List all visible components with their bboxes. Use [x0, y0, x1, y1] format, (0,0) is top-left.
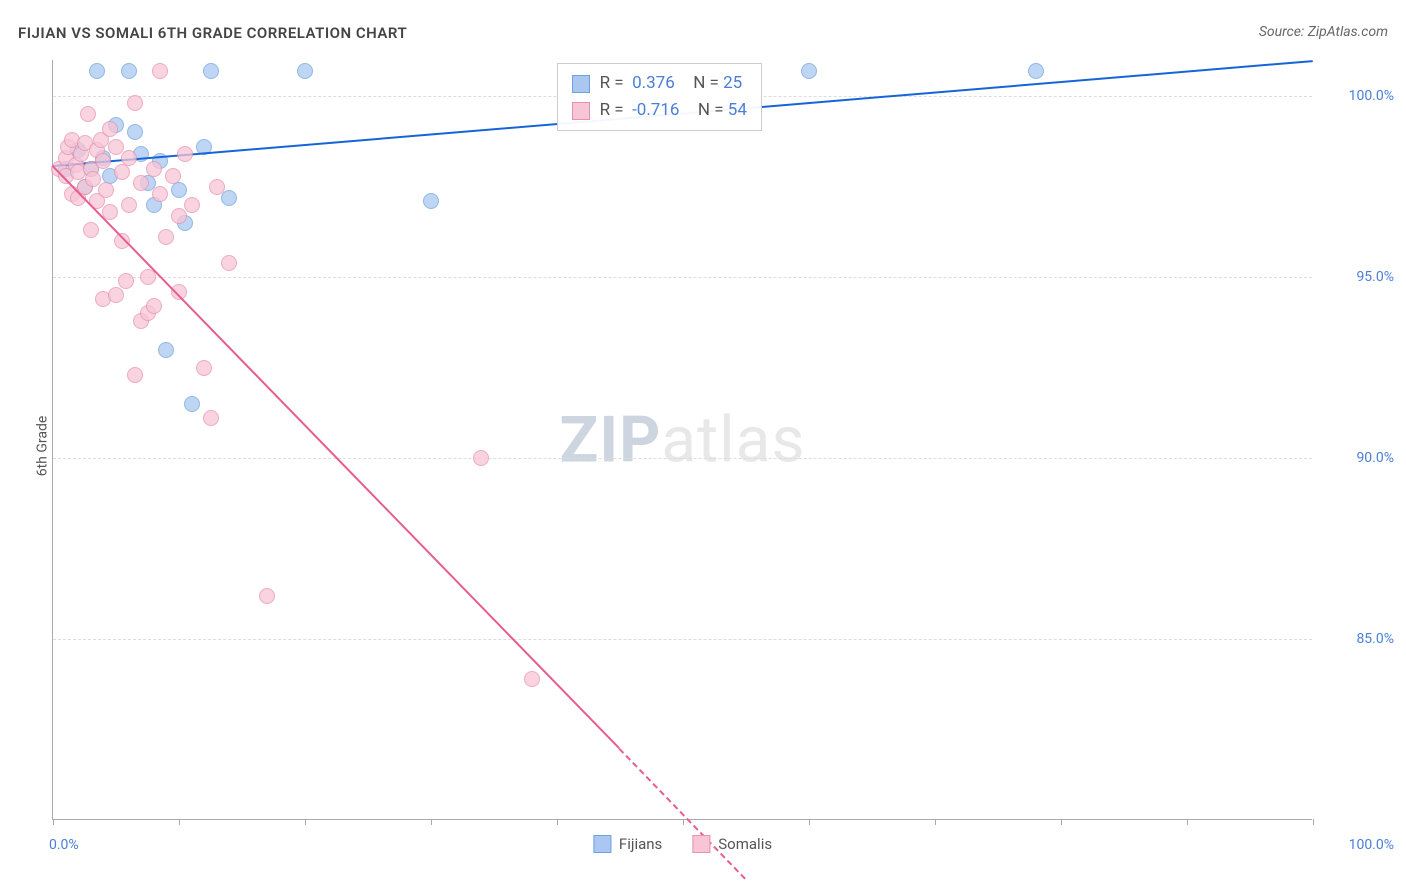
- data-point: [118, 273, 134, 289]
- legend-item: Somalis: [692, 835, 772, 853]
- stats-row: R = -0.716 N = 54: [572, 97, 747, 124]
- data-point: [102, 121, 118, 137]
- data-point: [152, 63, 168, 79]
- data-point: [158, 229, 174, 245]
- source-label: Source: ZipAtlas.com: [1259, 24, 1388, 40]
- data-point: [203, 410, 219, 426]
- gridline: [53, 458, 1312, 459]
- ytick-label: 85.0%: [1356, 631, 1394, 647]
- data-point: [83, 222, 99, 238]
- gridline: [53, 277, 1312, 278]
- ytick-label: 100.0%: [1349, 88, 1394, 104]
- stat-n-label: N = 54: [689, 97, 746, 124]
- data-point: [158, 342, 174, 358]
- legend-label: Somalis: [718, 835, 772, 853]
- gridline: [53, 639, 1312, 640]
- swatch-icon: [572, 102, 590, 120]
- data-point: [114, 164, 130, 180]
- swatch-icon: [692, 835, 710, 853]
- ytick-label: 95.0%: [1356, 269, 1394, 285]
- data-point: [184, 197, 200, 213]
- data-point: [121, 197, 137, 213]
- data-point: [146, 298, 162, 314]
- xtick: [431, 819, 432, 825]
- xlabel-right: 100.0%: [1349, 837, 1394, 853]
- xlabel-left: 0.0%: [49, 837, 79, 853]
- data-point: [98, 182, 114, 198]
- data-point: [184, 396, 200, 412]
- xtick: [1313, 819, 1314, 825]
- ytick-label: 90.0%: [1356, 450, 1394, 466]
- data-point: [127, 367, 143, 383]
- stats-row: R = 0.376 N = 25: [572, 70, 747, 97]
- legend-item: Fijians: [593, 835, 662, 853]
- xtick: [1061, 819, 1062, 825]
- xtick: [557, 819, 558, 825]
- xtick: [935, 819, 936, 825]
- legend: Fijians Somalis: [593, 835, 772, 853]
- data-point: [259, 588, 275, 604]
- data-point: [221, 190, 237, 206]
- data-point: [171, 182, 187, 198]
- stat-r-label: R = -0.716: [600, 97, 680, 124]
- data-point: [127, 95, 143, 111]
- data-point: [121, 150, 137, 166]
- xtick: [809, 819, 810, 825]
- data-point: [89, 63, 105, 79]
- chart-title: FIJIAN VS SOMALI 6TH GRADE CORRELATION C…: [18, 24, 407, 42]
- data-point: [95, 153, 111, 169]
- data-point: [146, 161, 162, 177]
- data-point: [524, 671, 540, 687]
- data-point: [108, 287, 124, 303]
- data-point: [203, 63, 219, 79]
- stats-box: R = 0.376 N = 25R = -0.716 N = 54: [557, 63, 762, 131]
- xtick: [179, 819, 180, 825]
- data-point: [801, 63, 817, 79]
- data-point: [473, 450, 489, 466]
- watermark: ZIPatlas: [560, 402, 806, 477]
- data-point: [152, 186, 168, 202]
- plot-area: ZIPatlas 85.0%90.0%95.0%100.0%0.0%100.0%…: [52, 60, 1312, 820]
- y-axis-label: 6th Grade: [34, 416, 50, 477]
- data-point: [133, 175, 149, 191]
- data-point: [196, 360, 212, 376]
- xtick: [305, 819, 306, 825]
- data-point: [1028, 63, 1044, 79]
- data-point: [423, 193, 439, 209]
- data-point: [177, 146, 193, 162]
- xtick: [1187, 819, 1188, 825]
- xtick: [53, 819, 54, 825]
- data-point: [80, 106, 96, 122]
- data-point: [121, 63, 137, 79]
- trend-line: [619, 748, 746, 880]
- legend-label: Fijians: [619, 835, 662, 853]
- data-point: [165, 168, 181, 184]
- stat-n-label: N = 25: [685, 70, 742, 97]
- trend-line: [52, 165, 620, 749]
- xtick: [683, 819, 684, 825]
- data-point: [297, 63, 313, 79]
- data-point: [209, 179, 225, 195]
- swatch-icon: [593, 835, 611, 853]
- stat-r-label: R = 0.376: [600, 70, 675, 97]
- data-point: [127, 124, 143, 140]
- swatch-icon: [572, 75, 590, 93]
- data-point: [221, 255, 237, 271]
